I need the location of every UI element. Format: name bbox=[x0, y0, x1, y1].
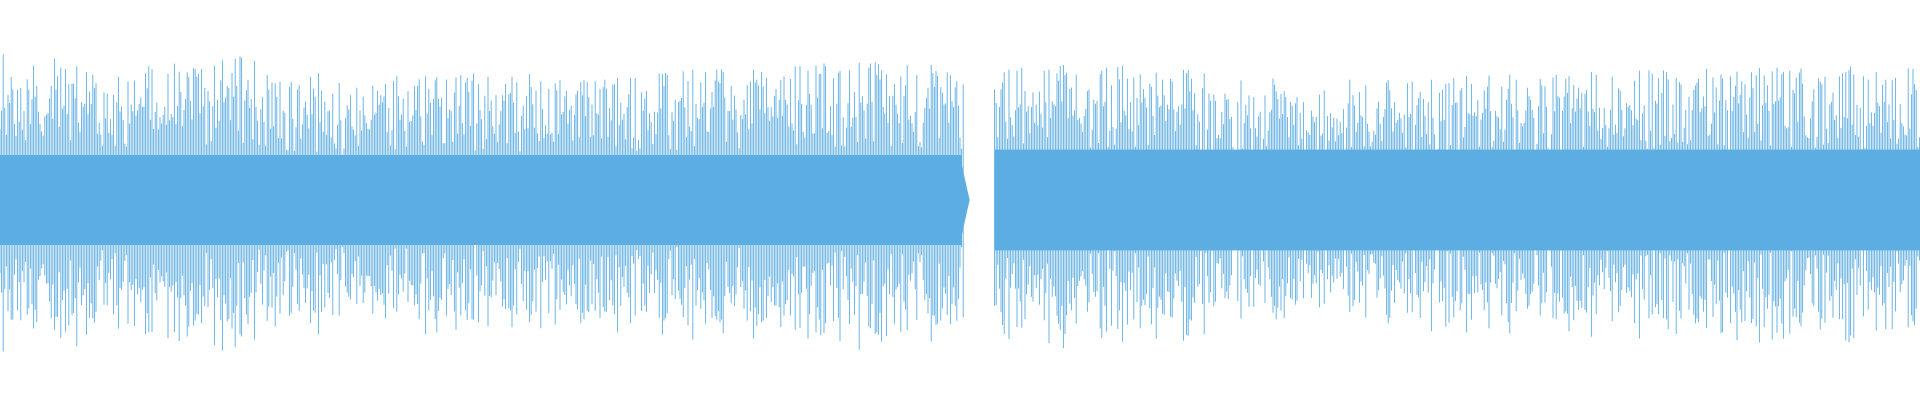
waveform-segment-clip-1 bbox=[0, 54, 970, 352]
waveform-segments bbox=[0, 54, 1920, 352]
waveform-peaks bbox=[0, 54, 964, 352]
waveform-segment-clip-2 bbox=[994, 64, 1920, 349]
waveform-peaks bbox=[994, 64, 1920, 349]
waveform-end-taper bbox=[959, 155, 970, 245]
